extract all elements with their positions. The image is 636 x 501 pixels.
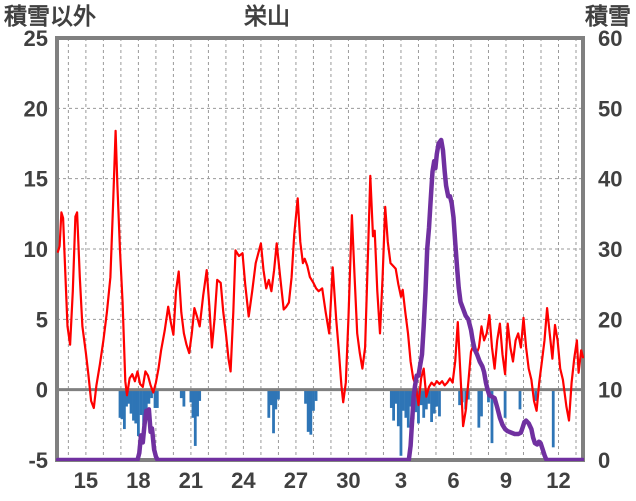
bar xyxy=(120,389,124,420)
left-axis-tick-label: 15 xyxy=(24,167,48,192)
bar xyxy=(490,389,494,444)
bar xyxy=(274,389,278,410)
x-axis-tick-label: 15 xyxy=(74,468,98,493)
chart-title: 栄山 xyxy=(244,3,290,29)
red-line-series xyxy=(56,129,584,428)
x-axis-tick-label: 27 xyxy=(284,468,308,493)
left-axis-tick-label: 0 xyxy=(36,378,48,403)
bar xyxy=(518,389,522,410)
right-axis-tick-label: 50 xyxy=(598,96,622,121)
left-axis-tick-label: 10 xyxy=(24,237,48,262)
bar xyxy=(394,389,398,404)
bar xyxy=(480,389,483,417)
bar xyxy=(477,389,481,428)
bar xyxy=(139,389,143,415)
bar xyxy=(144,389,148,413)
bar xyxy=(419,389,423,406)
bar xyxy=(189,389,193,403)
bar xyxy=(269,389,273,406)
bar xyxy=(127,389,131,404)
bar xyxy=(430,389,433,423)
bar xyxy=(438,389,441,417)
x-axis-tick-label: 30 xyxy=(336,468,360,493)
bar xyxy=(435,389,439,407)
bar xyxy=(198,389,202,401)
bar xyxy=(424,389,428,410)
x-axis-tick-label: 21 xyxy=(179,468,203,493)
bar xyxy=(417,389,420,424)
right-axis-tick-label: 40 xyxy=(598,167,622,192)
bar xyxy=(404,389,408,418)
bar xyxy=(314,389,318,401)
bar xyxy=(147,389,151,404)
bar xyxy=(267,389,271,418)
bar xyxy=(312,389,315,411)
bar xyxy=(150,389,153,399)
bar xyxy=(191,389,195,418)
x-axis-tick-label: 24 xyxy=(231,468,256,493)
bar xyxy=(306,389,310,432)
bar xyxy=(182,389,186,407)
bar xyxy=(458,389,461,406)
x-axis-tick-label: 3 xyxy=(395,468,407,493)
bar xyxy=(309,389,313,435)
bar xyxy=(389,389,393,408)
bar xyxy=(409,389,412,407)
bar xyxy=(134,389,138,424)
bar xyxy=(118,389,122,418)
bar xyxy=(196,389,199,417)
x-axis-tick-label: 12 xyxy=(546,468,570,493)
bar xyxy=(399,389,403,456)
bar xyxy=(401,389,405,411)
bar xyxy=(503,389,507,418)
bar xyxy=(392,389,396,421)
bar xyxy=(153,389,157,408)
bar xyxy=(142,389,146,425)
bar xyxy=(122,389,126,430)
bar xyxy=(129,389,133,414)
left-axis-tick-label: 20 xyxy=(24,96,48,121)
bar xyxy=(193,389,197,446)
purple-line-series xyxy=(56,137,584,461)
x-axis-tick-label: 18 xyxy=(126,468,150,493)
bar xyxy=(414,389,418,413)
right-axis-tick-label: 20 xyxy=(598,307,622,332)
bar xyxy=(466,389,470,400)
bar xyxy=(427,389,431,404)
bar xyxy=(272,389,275,434)
bar xyxy=(155,389,159,408)
bar xyxy=(551,389,555,448)
right-axis-tick-label: 60 xyxy=(598,26,622,51)
bar xyxy=(132,389,135,421)
x-axis-tick-label: 6 xyxy=(447,468,459,493)
x-axis-tick-label: 9 xyxy=(500,468,512,493)
bar xyxy=(406,389,410,428)
bar xyxy=(304,389,307,404)
bar xyxy=(136,389,140,437)
bar xyxy=(179,389,183,399)
left-axis-tick-label: 5 xyxy=(36,307,48,332)
right-axis-tick-label: 10 xyxy=(598,378,622,403)
bar xyxy=(125,389,128,407)
bar xyxy=(422,389,426,418)
right-axis-tick-label: 0 xyxy=(598,448,610,473)
horizontal-gridlines xyxy=(57,107,583,320)
left-axis-title: 積雪以外 xyxy=(4,3,96,29)
right-axis-title: 積雪 xyxy=(585,3,631,29)
left-axis-tick-label: 25 xyxy=(24,26,48,51)
bar xyxy=(432,389,436,414)
bar xyxy=(396,389,400,427)
bar xyxy=(277,389,280,400)
right-axis-tick-label: 30 xyxy=(598,237,622,262)
bar xyxy=(534,389,538,401)
precip-bars-series xyxy=(118,389,555,456)
left-axis-tick-label: -5 xyxy=(28,448,48,473)
